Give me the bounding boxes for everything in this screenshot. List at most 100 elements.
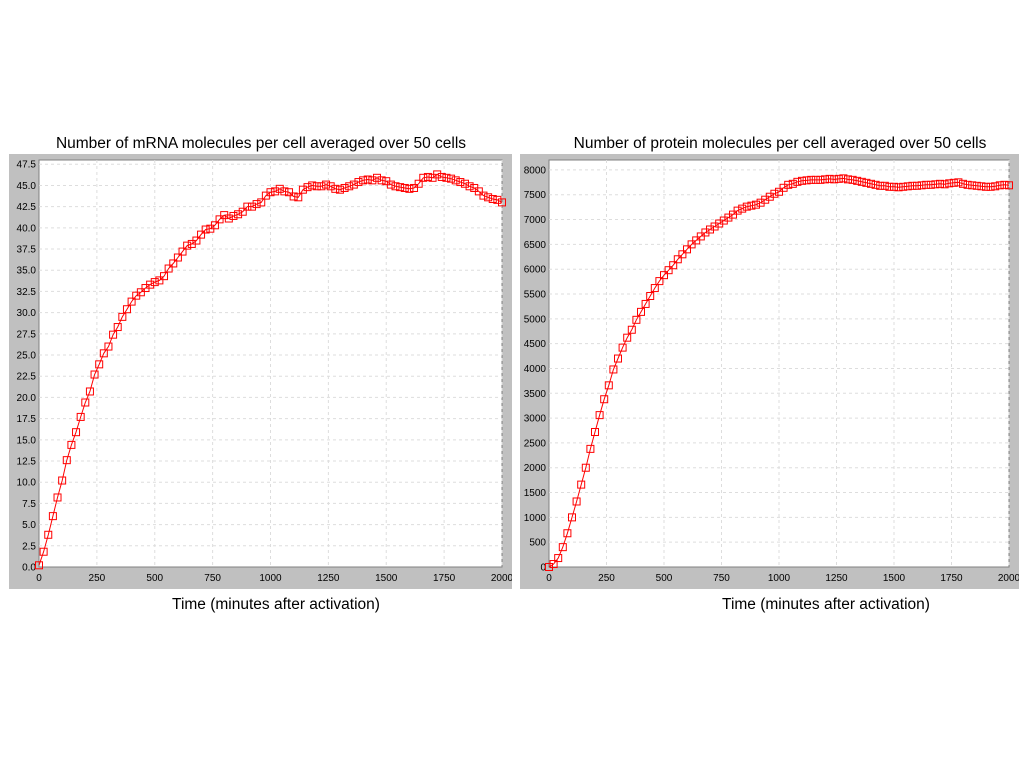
mrna-data-point (488, 195, 497, 204)
protein-data-point (926, 180, 935, 189)
mrna-data-point (460, 179, 469, 188)
protein-data-point (664, 266, 673, 275)
mrna-x-tick-label: 1250 (317, 573, 340, 584)
mrna-data-point (67, 440, 76, 449)
protein-data-point (742, 202, 751, 211)
protein-data-point (982, 182, 990, 191)
mrna-data-point (76, 412, 85, 421)
mrna-data-point (359, 176, 368, 185)
mrna-data-point (243, 202, 252, 211)
protein-data-point (710, 222, 719, 231)
mrna-data-point (118, 312, 127, 321)
protein-data-point (908, 181, 917, 190)
mrna-y-tick-label: 5.0 (22, 520, 36, 531)
protein-data-point (784, 180, 793, 189)
mrna-data-point (437, 172, 446, 181)
mrna-data-point (192, 236, 201, 245)
mrna-y-tick-label: 30.0 (17, 308, 37, 319)
mrna-data-point (433, 170, 442, 179)
mrna-data-point (72, 428, 81, 437)
mrna-data-point (294, 193, 303, 202)
mrna-data-point (35, 561, 43, 570)
mrna-data-point (326, 182, 335, 191)
mrna-data-point (95, 360, 104, 369)
mrna-data-point (122, 305, 131, 314)
protein-data-point (719, 216, 728, 225)
mrna-y-tick-label: 27.5 (17, 329, 37, 340)
mrna-data-point (247, 202, 256, 211)
mrna-data-point (465, 182, 474, 191)
protein-data-point (623, 333, 632, 342)
mrna-data-point (104, 342, 113, 351)
mrna-data-point (257, 198, 266, 207)
protein-data-point (922, 180, 931, 189)
mrna-data-point (229, 211, 238, 220)
protein-y-tick-label: 7000 (524, 215, 547, 226)
protein-data-point (715, 219, 724, 228)
protein-data-point (770, 189, 779, 198)
protein-data-point (586, 444, 595, 453)
protein-y-tick-label: 5500 (524, 290, 547, 301)
mrna-y-tick-label: 40.0 (17, 223, 37, 234)
protein-data-point (1000, 180, 1009, 189)
protein-data-point (1005, 181, 1013, 190)
protein-data-point (853, 176, 862, 185)
protein-x-tick-label: 1750 (940, 573, 963, 584)
mrna-data-point (331, 184, 340, 193)
protein-data-point (756, 198, 765, 207)
mrna-data-point (493, 195, 502, 204)
mrna-y-tick-label: 42.5 (17, 202, 37, 213)
protein-data-point (627, 325, 636, 334)
mrna-data-point (201, 225, 210, 234)
protein-data-point (733, 206, 742, 215)
protein-data-point (936, 179, 944, 188)
protein-data-point (894, 183, 903, 192)
mrna-data-point (169, 259, 178, 268)
protein-data-point (885, 182, 894, 191)
protein-data-point (646, 291, 655, 300)
mrna-data-point (289, 192, 298, 201)
protein-x-tick-label: 0 (546, 573, 552, 584)
mrna-data-point (85, 387, 94, 396)
protein-data-point (650, 284, 659, 293)
protein-data-point (572, 497, 581, 506)
protein-y-tick-label: 1000 (524, 513, 547, 524)
protein-gridlines (549, 160, 1010, 567)
protein-data-point (913, 181, 921, 190)
protein-data-point (568, 513, 576, 522)
mrna-data-point (308, 181, 317, 190)
protein-data-point (779, 183, 788, 192)
mrna-data-point (317, 182, 326, 191)
mrna-y-tick-label: 7.5 (22, 499, 36, 510)
mrna-data-point (335, 185, 344, 194)
mrna-data-point (303, 183, 312, 192)
mrna-data-point (451, 176, 460, 185)
mrna-data-point (377, 176, 386, 185)
mrna-data-point (423, 172, 432, 181)
protein-data-point (991, 182, 1000, 191)
protein-data-point (678, 250, 687, 259)
mrna-data-point (58, 476, 67, 485)
mrna-data-point (238, 207, 247, 216)
protein-data-point (637, 307, 645, 316)
protein-data-point (968, 181, 977, 190)
protein-data-point (669, 261, 678, 270)
mrna-data-point (363, 175, 372, 184)
mrna-data-point (340, 183, 349, 192)
protein-data-point (834, 174, 843, 183)
protein-data-point (862, 178, 871, 187)
protein-data-point (761, 195, 770, 204)
mrna-y-tick-label: 20.0 (17, 393, 37, 404)
mrna-data-point (127, 297, 136, 306)
protein-data-point (986, 182, 995, 191)
mrna-data-point (146, 280, 155, 289)
protein-data-point (807, 175, 816, 184)
mrna-data-point (372, 173, 381, 182)
mrna-data-point (447, 174, 456, 183)
protein-data-point (549, 560, 558, 569)
protein-data-point (821, 175, 829, 184)
mrna-y-tick-label: 35.0 (17, 266, 37, 277)
protein-data-point (917, 181, 926, 190)
protein-y-tick-label: 4500 (524, 339, 547, 350)
protein-data-point (724, 213, 733, 222)
